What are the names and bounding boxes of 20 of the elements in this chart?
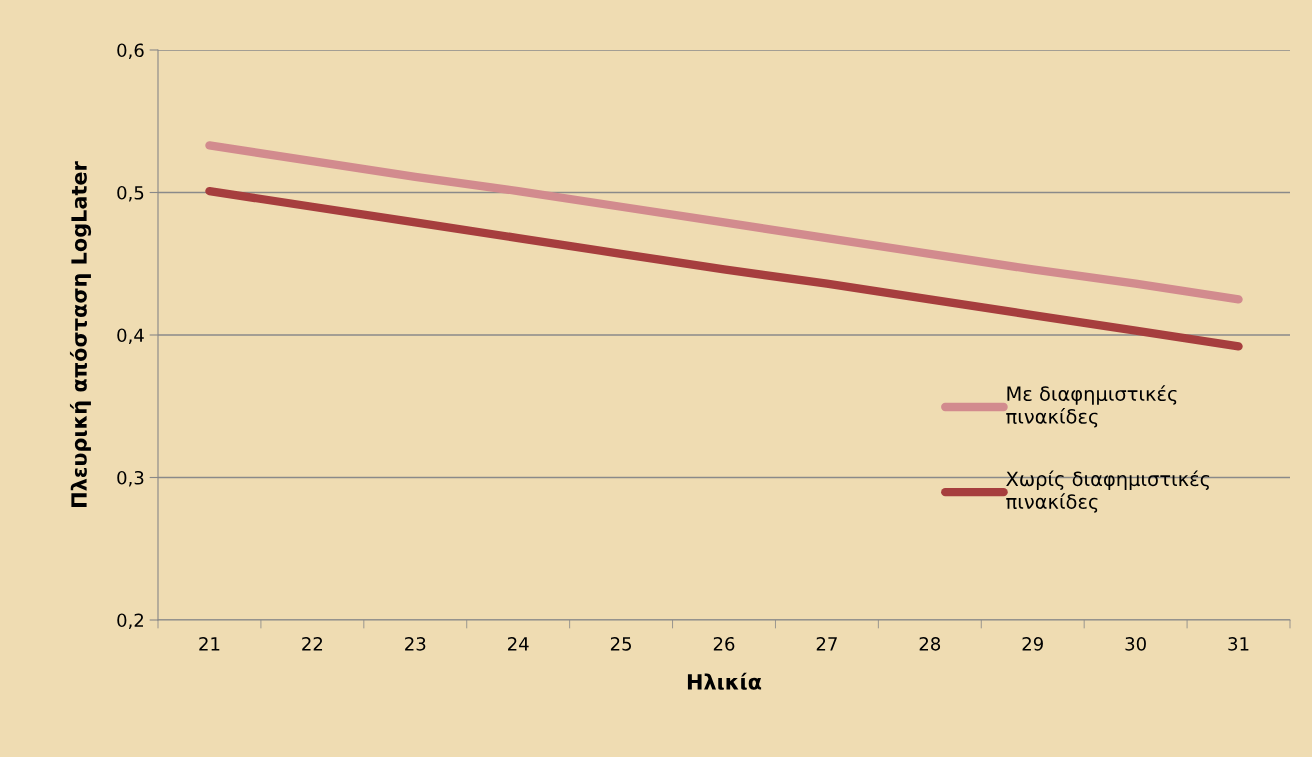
x-tick-label: 22: [302, 636, 323, 651]
legend-label: Χωρίς διαφημιστικές πινακίδες: [1006, 470, 1210, 513]
legend-label: Με διαφημιστικές πινακίδες: [1006, 385, 1177, 428]
x-tick-label: 29: [1022, 636, 1043, 651]
x-tick-label: 28: [919, 636, 941, 651]
x-tick-label: 23: [405, 636, 426, 651]
x-tick-label: 30: [1125, 636, 1146, 651]
x-axis-title: Ηλικία: [687, 672, 762, 690]
x-tick-label: 25: [610, 636, 631, 651]
y-tick-label: 0,5: [117, 185, 144, 202]
y-tick-label: 0,6: [117, 43, 144, 59]
x-tick-label: 21: [199, 636, 220, 651]
y-tick-label: 0,2: [117, 613, 143, 629]
y-tick-label: 0,3: [117, 470, 144, 487]
y-tick-label: 0,4: [117, 328, 144, 344]
x-tick-label: 26: [713, 636, 735, 651]
y-axis-title: Πλευρική απόσταση LogLater: [69, 161, 92, 507]
x-tick-label: 24: [508, 636, 529, 651]
x-tick-label: 27: [816, 636, 837, 651]
x-tick-label: 31: [1228, 636, 1249, 651]
